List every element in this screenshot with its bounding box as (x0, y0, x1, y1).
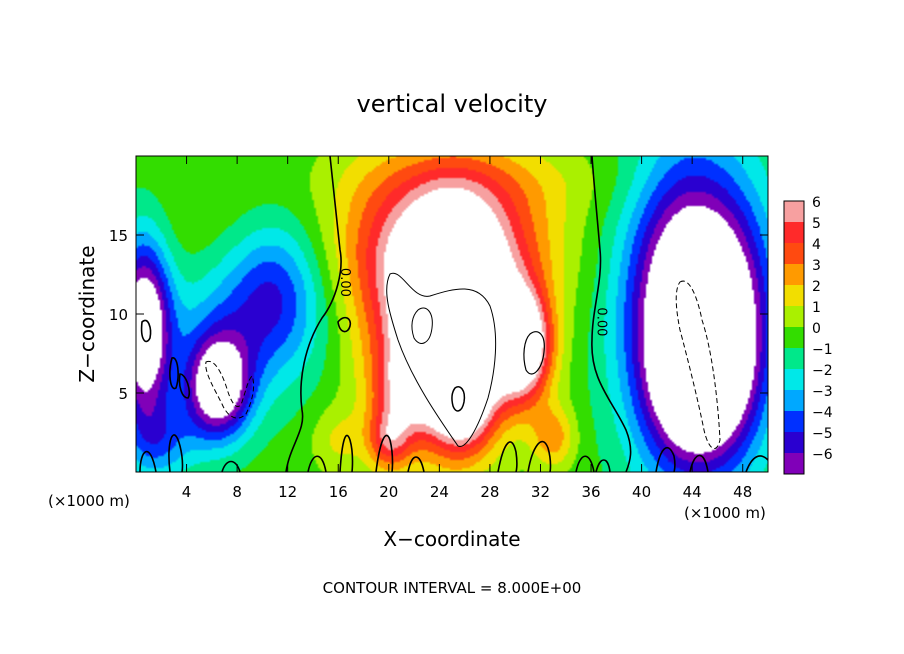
chart-title: vertical velocity (357, 90, 548, 118)
x-tick-label: 20 (379, 483, 398, 501)
colorbar-label: 3 (812, 258, 821, 274)
contour-label: 0.00 (593, 307, 608, 336)
contour-blob (140, 319, 152, 343)
colorbar-label: 6 (812, 195, 821, 211)
colorbar-label: −4 (812, 405, 833, 421)
contour-labels: 0.00 0.00 (337, 268, 609, 336)
colorbar-cell (784, 369, 804, 391)
x-tick-label: 36 (581, 483, 600, 501)
x-axis-ticks: 4 8 12 16 20 24 28 32 36 40 44 48 (182, 156, 752, 501)
contour-updraft-core (451, 386, 466, 412)
contour-blob (178, 373, 191, 399)
contour-interval-note: CONTOUR INTERVAL = 8.000E+00 (323, 579, 582, 597)
colorbar-cell (784, 453, 804, 475)
colorbar-label: 0 (812, 321, 821, 337)
colorbar-labels: 6 5 4 3 2 1 0 −1 −2 −3 −4 −5 −6 (812, 195, 833, 463)
zero-contour-left (285, 156, 342, 472)
y-tick-label: 15 (109, 227, 128, 245)
colorbar-cell (784, 243, 804, 265)
x-tick-label: 48 (733, 483, 752, 501)
colorbar-cell (784, 411, 804, 433)
x-tick-label: 28 (480, 483, 499, 501)
x-tick-label: 4 (182, 483, 192, 501)
colorbar-label: −6 (812, 447, 833, 463)
colorbar-cell (784, 201, 804, 223)
x-tick-label: 8 (232, 483, 242, 501)
contour-updraft-secondary (523, 331, 545, 375)
contour-blob (169, 357, 179, 390)
contour-downdraft-left (205, 360, 255, 419)
colorbar-label: −5 (812, 426, 833, 442)
zero-contour-right (591, 156, 632, 472)
velocity-field-image (136, 156, 768, 472)
colorbar-label: −1 (812, 342, 833, 358)
x-unit-label-left: (×1000 m) (48, 492, 130, 510)
colorbar-label: −2 (812, 363, 833, 379)
colorbar-cell (784, 222, 804, 244)
colorbar-cell (784, 264, 804, 286)
contour-updraft-outer (386, 272, 497, 447)
x-tick-label: 44 (683, 483, 702, 501)
contour-downdraft-right (675, 280, 721, 450)
contour-label: 0.00 (337, 268, 352, 297)
colorbar: 6 5 4 3 2 1 0 −1 −2 −3 −4 −5 −6 (783, 195, 833, 475)
y-tick-label: 10 (109, 306, 128, 324)
y-axis-label: Z−coordinate (75, 245, 99, 382)
colorbar-label: −3 (812, 384, 833, 400)
x-tick-label: 12 (278, 483, 297, 501)
colorbar-cell (784, 306, 804, 328)
y-axis-ticks: 5 10 15 (109, 227, 768, 403)
x-tick-label: 40 (632, 483, 651, 501)
x-tick-label: 24 (430, 483, 449, 501)
colorbar-label: 2 (812, 279, 821, 295)
colorbar-cell (784, 390, 804, 412)
contour-bottom-bumps (139, 434, 768, 472)
contour-blob (337, 316, 352, 333)
colorbar-cell (784, 327, 804, 349)
x-axis-label: X−coordinate (383, 527, 520, 551)
colorbar-cells (784, 201, 804, 475)
y-tick-label: 5 (118, 385, 128, 403)
colorbar-cell (784, 285, 804, 307)
colorbar-cell (784, 432, 804, 454)
contour-updraft-inner (411, 307, 433, 344)
x-tick-label: 32 (531, 483, 550, 501)
contour-lines (139, 156, 768, 472)
colorbar-label: 1 (812, 300, 821, 316)
x-tick-label: 16 (329, 483, 348, 501)
colorbar-label: 5 (812, 216, 821, 232)
x-unit-label-right: (×1000 m) (684, 504, 766, 522)
colorbar-frame (783, 200, 805, 475)
colorbar-label: 4 (812, 237, 821, 253)
colorbar-cell (784, 348, 804, 370)
